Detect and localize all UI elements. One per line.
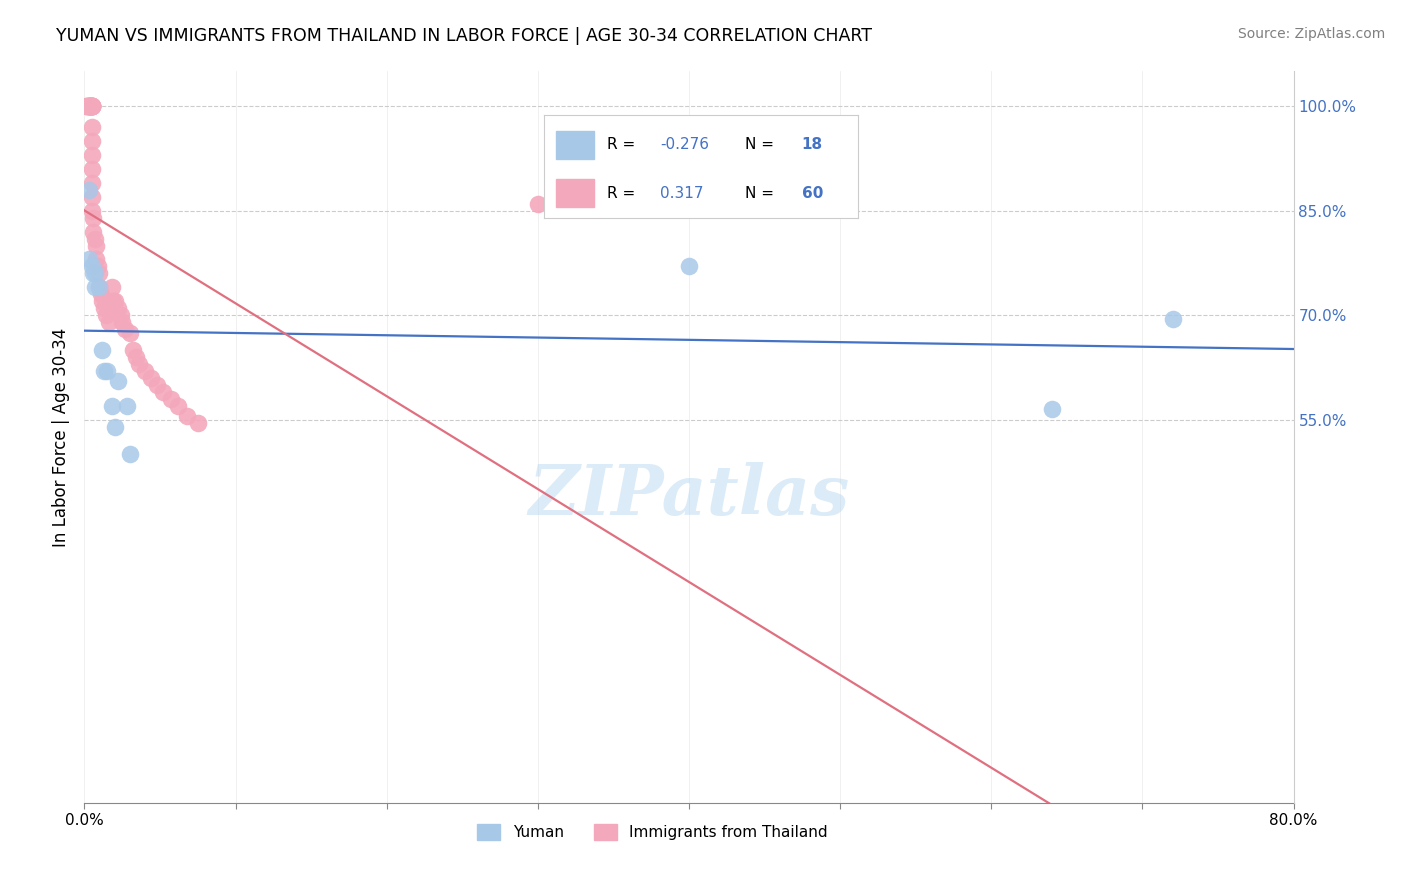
Point xyxy=(134,364,156,378)
Text: YUMAN VS IMMIGRANTS FROM THAILAND IN LABOR FORCE | AGE 30-34 CORRELATION CHART: YUMAN VS IMMIGRANTS FROM THAILAND IN LAB… xyxy=(56,27,872,45)
Point xyxy=(77,99,100,113)
Point xyxy=(80,99,103,113)
Point xyxy=(80,99,103,113)
Point xyxy=(118,448,141,462)
Point xyxy=(167,399,190,413)
Point xyxy=(93,364,115,378)
Point xyxy=(77,183,100,197)
Point xyxy=(80,120,103,134)
Point xyxy=(152,384,174,399)
Point xyxy=(100,399,122,413)
Point xyxy=(76,99,98,113)
Point xyxy=(97,315,120,329)
Point xyxy=(87,260,110,274)
Point xyxy=(79,99,101,113)
Point xyxy=(1161,311,1184,326)
Point xyxy=(115,399,138,413)
Point xyxy=(82,225,104,239)
Point xyxy=(111,315,134,329)
Point xyxy=(159,392,181,406)
Point xyxy=(100,280,122,294)
Point xyxy=(80,99,103,113)
Point xyxy=(678,260,700,274)
Point xyxy=(80,190,103,204)
Text: Source: ZipAtlas.com: Source: ZipAtlas.com xyxy=(1237,27,1385,41)
Point xyxy=(86,238,108,252)
Point xyxy=(77,99,100,113)
Point xyxy=(79,99,101,113)
Point xyxy=(75,99,97,113)
Point xyxy=(84,266,107,280)
Point xyxy=(77,252,100,267)
Point xyxy=(107,375,129,389)
Point xyxy=(80,161,103,176)
Legend: Yuman, Immigrants from Thailand: Yuman, Immigrants from Thailand xyxy=(471,818,834,847)
Point xyxy=(89,280,111,294)
Point xyxy=(80,99,103,113)
Point xyxy=(176,409,198,424)
Point xyxy=(80,99,103,113)
Point xyxy=(128,357,150,371)
Point xyxy=(77,99,100,113)
Point xyxy=(89,280,111,294)
Point xyxy=(1040,402,1063,417)
Point xyxy=(77,99,100,113)
Point xyxy=(80,203,103,218)
Point xyxy=(96,364,118,378)
Point xyxy=(80,99,103,113)
Point xyxy=(80,134,103,148)
Point xyxy=(104,294,127,309)
Point xyxy=(94,308,117,322)
Point xyxy=(80,176,103,190)
Point xyxy=(527,196,550,211)
Point xyxy=(187,416,209,430)
Point xyxy=(77,99,100,113)
Point xyxy=(86,252,108,267)
Point xyxy=(125,350,148,364)
Point xyxy=(139,371,162,385)
Point xyxy=(114,322,136,336)
Point xyxy=(93,301,115,316)
Point xyxy=(118,326,141,340)
Point xyxy=(104,419,127,434)
Text: ZIPatlas: ZIPatlas xyxy=(529,462,849,529)
Point xyxy=(91,343,114,357)
Point xyxy=(80,260,103,274)
Point xyxy=(101,294,124,309)
Point xyxy=(89,266,111,280)
Point xyxy=(91,294,114,309)
Point xyxy=(79,99,101,113)
Point xyxy=(80,99,103,113)
Point xyxy=(146,377,169,392)
Point xyxy=(80,148,103,162)
Point xyxy=(82,211,104,225)
Point xyxy=(110,308,132,322)
Point xyxy=(84,280,107,294)
Point xyxy=(121,343,143,357)
Y-axis label: In Labor Force | Age 30-34: In Labor Force | Age 30-34 xyxy=(52,327,70,547)
Point xyxy=(90,287,112,301)
Point xyxy=(76,99,98,113)
Point xyxy=(84,231,107,245)
Point xyxy=(82,266,104,280)
Point xyxy=(80,99,103,113)
Point xyxy=(79,99,101,113)
Point xyxy=(107,301,129,316)
